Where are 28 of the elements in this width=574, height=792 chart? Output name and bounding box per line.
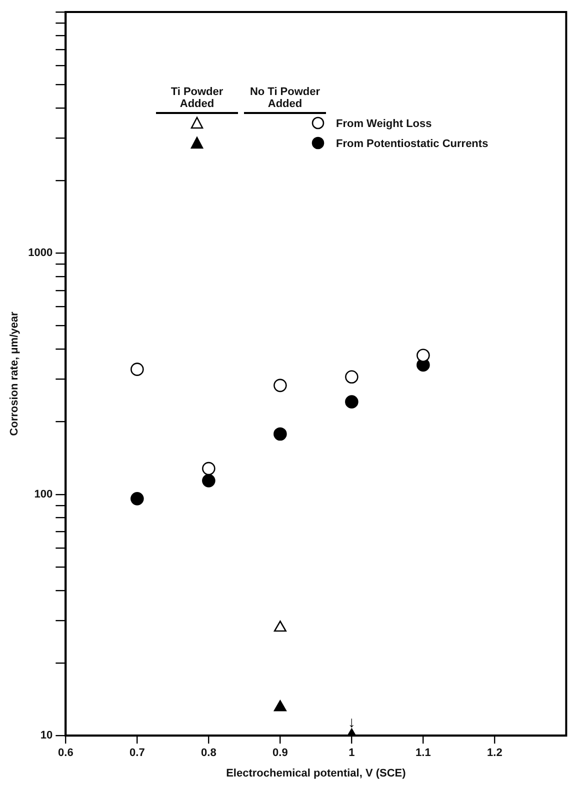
point xyxy=(130,492,144,506)
x-tick-label: 1.1 xyxy=(416,747,431,760)
annotation: No Ti Powder Added xyxy=(250,86,320,110)
y-tick-label: 100 xyxy=(34,488,53,500)
x-tick-label: 0.7 xyxy=(130,747,145,760)
y-tick-label: 1000 xyxy=(28,247,53,260)
point xyxy=(274,700,286,712)
point xyxy=(202,474,216,488)
point xyxy=(345,395,358,408)
annotation: Ti Powder Added xyxy=(170,86,224,110)
x-tick-label: 0.6 xyxy=(58,747,74,760)
point xyxy=(274,378,287,392)
legend-label: From Weight Loss xyxy=(335,117,433,132)
x-tick-label: 1 xyxy=(348,747,355,760)
x-tick-label: 0.9 xyxy=(272,747,288,760)
point xyxy=(130,362,144,376)
point xyxy=(345,370,358,384)
point xyxy=(416,348,430,362)
x-tick-label: 0.8 xyxy=(201,747,216,760)
legend-label: From Potentiostatic Currents xyxy=(335,137,490,152)
x-tick-label: 1.2 xyxy=(487,747,502,760)
annotation: ↓ xyxy=(348,714,356,732)
y-axis-title: Corrosion rate, μm/year xyxy=(8,311,21,436)
point xyxy=(202,462,216,476)
y-tick-label: 10 xyxy=(40,730,53,742)
point xyxy=(274,427,287,441)
x-axis-title: Electrochemical potential, V (SCE) xyxy=(226,767,406,780)
point xyxy=(274,620,286,632)
